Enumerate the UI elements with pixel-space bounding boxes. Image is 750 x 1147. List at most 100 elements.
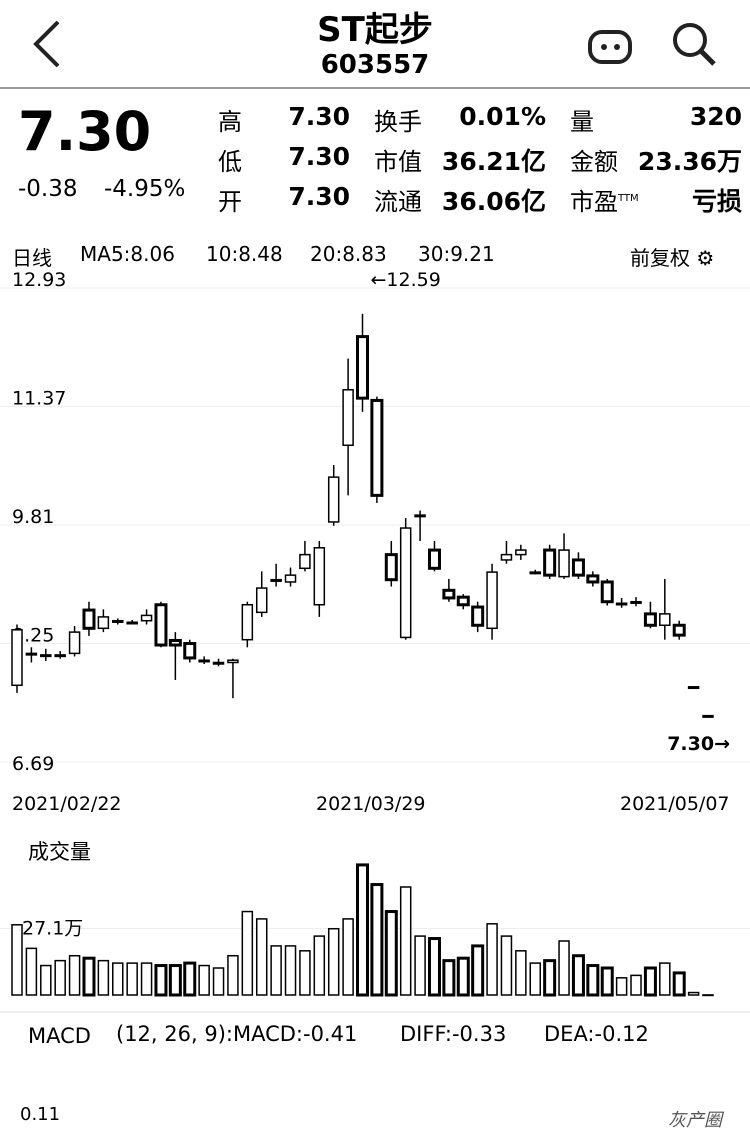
- volume-bar: [11, 924, 23, 996]
- period[interactable]: 日线: [12, 246, 52, 270]
- stat-label: 市值: [374, 148, 422, 176]
- volume-bar: [427, 937, 441, 997]
- candle-body: [327, 476, 340, 523]
- robot-eye: [614, 44, 620, 50]
- volume-bar: [515, 950, 527, 996]
- candle-body: [11, 629, 23, 687]
- volume-bar: [672, 971, 686, 997]
- volume-bar: [586, 964, 600, 997]
- volume-bar: [97, 959, 110, 996]
- stat-label: 开: [218, 188, 242, 216]
- volume-bar: [356, 863, 369, 997]
- ma-label: 30:9.21: [418, 242, 495, 266]
- stat-value: 36.21亿: [441, 147, 546, 176]
- candle-body: [370, 398, 384, 497]
- robot-shape: [588, 30, 632, 64]
- candle-body: [486, 571, 498, 630]
- volume-bar: [327, 927, 340, 996]
- macd-tick: 0.11: [20, 1104, 61, 1125]
- x-label: 2021/05/07: [620, 793, 730, 815]
- candle-body: [414, 514, 426, 518]
- x-label: 2021/03/29: [316, 793, 426, 815]
- macd-title: MACD: [28, 1024, 91, 1048]
- stat-value: 7.30: [288, 142, 350, 171]
- back-button[interactable]: [33, 20, 60, 68]
- candle-body: [284, 574, 297, 583]
- volume-bar: [529, 962, 541, 996]
- volume-bar: [183, 961, 197, 997]
- robot-icon[interactable]: [588, 30, 632, 64]
- volume-bar: [168, 964, 182, 997]
- volume-bar: [399, 886, 412, 996]
- stat-value: 7.30: [288, 102, 350, 131]
- volume-bar: [615, 977, 628, 996]
- change: -0.38: [18, 176, 78, 202]
- volume-bar: [471, 944, 485, 997]
- ma-label: 20:8.83: [310, 242, 387, 266]
- candle-body: [270, 578, 282, 582]
- stat-value: 320: [689, 102, 742, 131]
- candle-body: [558, 549, 570, 578]
- candle-body: [630, 600, 642, 604]
- volume-bar: [198, 964, 210, 996]
- candle-body: [672, 623, 686, 637]
- macd-dea: DEA:-0.12: [544, 1022, 649, 1046]
- search-circle: [673, 23, 707, 57]
- stat-sup: TTM: [618, 193, 639, 204]
- candle-body: [183, 642, 197, 660]
- volume-bar: [140, 962, 153, 996]
- candle-body: [659, 613, 671, 627]
- back-arrow: [33, 20, 60, 68]
- candle-body: [643, 612, 657, 627]
- volume-bar: [486, 923, 498, 996]
- stat-label: 市盈TTM: [570, 188, 639, 216]
- volume-bar: [687, 991, 700, 996]
- search-button[interactable]: [673, 23, 716, 66]
- candle-body: [702, 714, 714, 718]
- stat-value: 0.01%: [459, 102, 546, 131]
- candle-body: [615, 602, 628, 606]
- candle-body: [97, 616, 110, 630]
- volume-bar: [630, 974, 642, 996]
- candle-body: [198, 659, 210, 663]
- y-tick-label: 6.69: [12, 753, 54, 775]
- candle-body: [299, 553, 311, 570]
- volume-bar: [659, 962, 671, 996]
- robot-eye: [601, 44, 607, 50]
- stat-value: 23.36万: [637, 147, 742, 176]
- volume-bar: [82, 956, 96, 997]
- adjust[interactable]: 前复权 ⚙: [630, 246, 715, 270]
- candle-body: [543, 548, 557, 577]
- volume-title: 成交量: [28, 840, 91, 864]
- candle-body: [255, 587, 268, 614]
- candle-body: [126, 621, 138, 625]
- candle-body: [168, 638, 182, 647]
- volume-bar: [212, 967, 225, 996]
- volume-bar: [54, 959, 66, 996]
- stat-label: 换手: [374, 108, 422, 136]
- candle-body: [140, 614, 153, 622]
- candle-body: [68, 631, 81, 655]
- candle-body: [342, 389, 354, 446]
- candle-body: [515, 549, 527, 556]
- candle-body: [687, 686, 700, 690]
- candle-body: [313, 547, 326, 606]
- volume-bar: [255, 918, 268, 996]
- volume-bar: [270, 945, 282, 996]
- macd-diff: DIFF:-0.33: [400, 1022, 507, 1046]
- volume-bar: [384, 910, 398, 997]
- candle-body: [600, 580, 614, 604]
- x-label: 2021/02/22: [12, 793, 122, 815]
- watermark: 灰产圈: [668, 1110, 722, 1131]
- volume-bar: [342, 918, 354, 996]
- volume-bar: [543, 959, 557, 997]
- candle-body: [25, 652, 38, 656]
- volume-bar: [25, 947, 38, 996]
- candle-body: [427, 548, 441, 570]
- stat-value: 36.06亿: [441, 187, 546, 216]
- candle-body: [82, 608, 96, 630]
- volume-bar: [500, 935, 513, 996]
- volume-bar: [370, 883, 384, 997]
